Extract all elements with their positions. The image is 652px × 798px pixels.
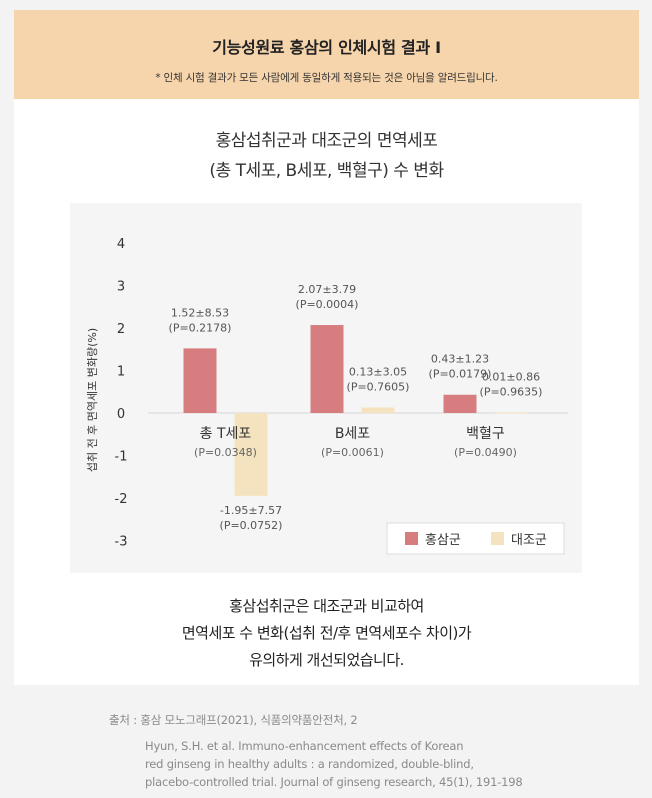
category-label: 백혈구 [466,426,505,442]
reference-line3: placebo-controlled trial. Journal of gin… [145,775,523,789]
p-value-label: (P=0.7605) [347,380,410,393]
data-label: 2.07±3.79 [298,283,356,296]
legend-swatch [491,532,504,545]
chart-title-line2: (총 T세포, B세포, 백혈구) 수 변화 [209,161,444,181]
p-value-label: (P=0.0179) [429,368,492,381]
p-value-label: (P=0.2178) [169,321,232,334]
category-p-value: (P=0.0490) [454,446,517,459]
y-tick-label: -2 [115,492,128,507]
data-label: 0.13±3.05 [349,365,407,378]
y-tick-label: 3 [117,280,125,295]
category-label: 총 T세포 [200,426,252,442]
data-label: -1.95±7.57 [220,504,282,517]
reference-line2: red ginseng in healthy adults : a random… [145,757,474,771]
header-banner: 기능성원료 홍삼의 인체시험 결과 I * 인체 시험 결과가 모든 사람에게 … [14,10,639,99]
category-p-value: (P=0.0348) [194,446,257,459]
category-label: B세포 [335,426,370,442]
bar [443,394,477,413]
chart-title: 홍삼섭취군과 대조군의 면역세포 (총 T세포, B세포, 백혈구) 수 변화 [14,126,639,186]
source-citation: 출처 : 홍삼 모노그래프(2021), 식품의약품안전처, 2 [109,713,358,727]
y-tick-label: 0 [117,407,125,422]
data-label: 0.01±0.86 [482,371,540,384]
bar [183,348,217,413]
p-value-label: (P=0.9635) [480,386,543,399]
summary-text: 홍삼섭취군은 대조군과 비교하여 면역세포 수 변화(섭취 전/후 면역세포수 … [14,593,639,674]
chart-card: 홍삼섭취군과 대조군의 면역세포 (총 T세포, B세포, 백혈구) 수 변화 … [14,99,639,685]
y-tick-label: 2 [117,322,125,337]
category-p-value: (P=0.0061) [321,446,384,459]
reference-citation: Hyun, S.H. et al. Immuno-enhancement eff… [145,737,523,791]
y-tick-label: -3 [115,535,128,550]
y-tick-label: -1 [115,450,128,465]
y-axis-label: 섭취 전 후 면역세포 변화량(%) [86,328,99,472]
bar-chart: 4 3 2 1 0 -1 -2 -3 섭취 전 후 면역세포 변화량(%) 1.52±8.53 (P… [86,237,568,555]
bar [494,412,528,414]
bar [361,407,395,413]
p-value-label: (P=0.0752) [220,519,283,532]
legend-label: 홍삼군 [425,533,461,548]
bar [310,325,344,413]
y-tick-label: 4 [117,237,125,252]
data-label: 0.43±1.23 [431,353,489,366]
p-value-label: (P=0.0004) [296,298,359,311]
summary-line3: 유의하게 개선되었습니다. [249,651,404,669]
summary-line2: 면역세포 수 변화(섭취 전/후 면역세포수 차이)가 [181,624,472,642]
chart-title-line1: 홍삼섭취군과 대조군의 면역세포 [215,131,438,151]
reference-line1: Hyun, S.H. et al. Immuno-enhancement eff… [145,739,464,753]
data-label: 1.52±8.53 [171,306,229,319]
summary-line1: 홍삼섭취군은 대조군과 비교하여 [229,597,424,615]
y-tick-label: 1 [117,365,125,380]
legend-swatch [405,532,418,545]
disclaimer-note: * 인체 시험 결과가 모든 사람에게 동일하게 적용되는 것은 아님을 알려드… [155,72,498,84]
bar [234,413,268,496]
page-title: 기능성원료 홍삼의 인체시험 결과 I [212,38,441,57]
legend-label: 대조군 [511,533,547,548]
